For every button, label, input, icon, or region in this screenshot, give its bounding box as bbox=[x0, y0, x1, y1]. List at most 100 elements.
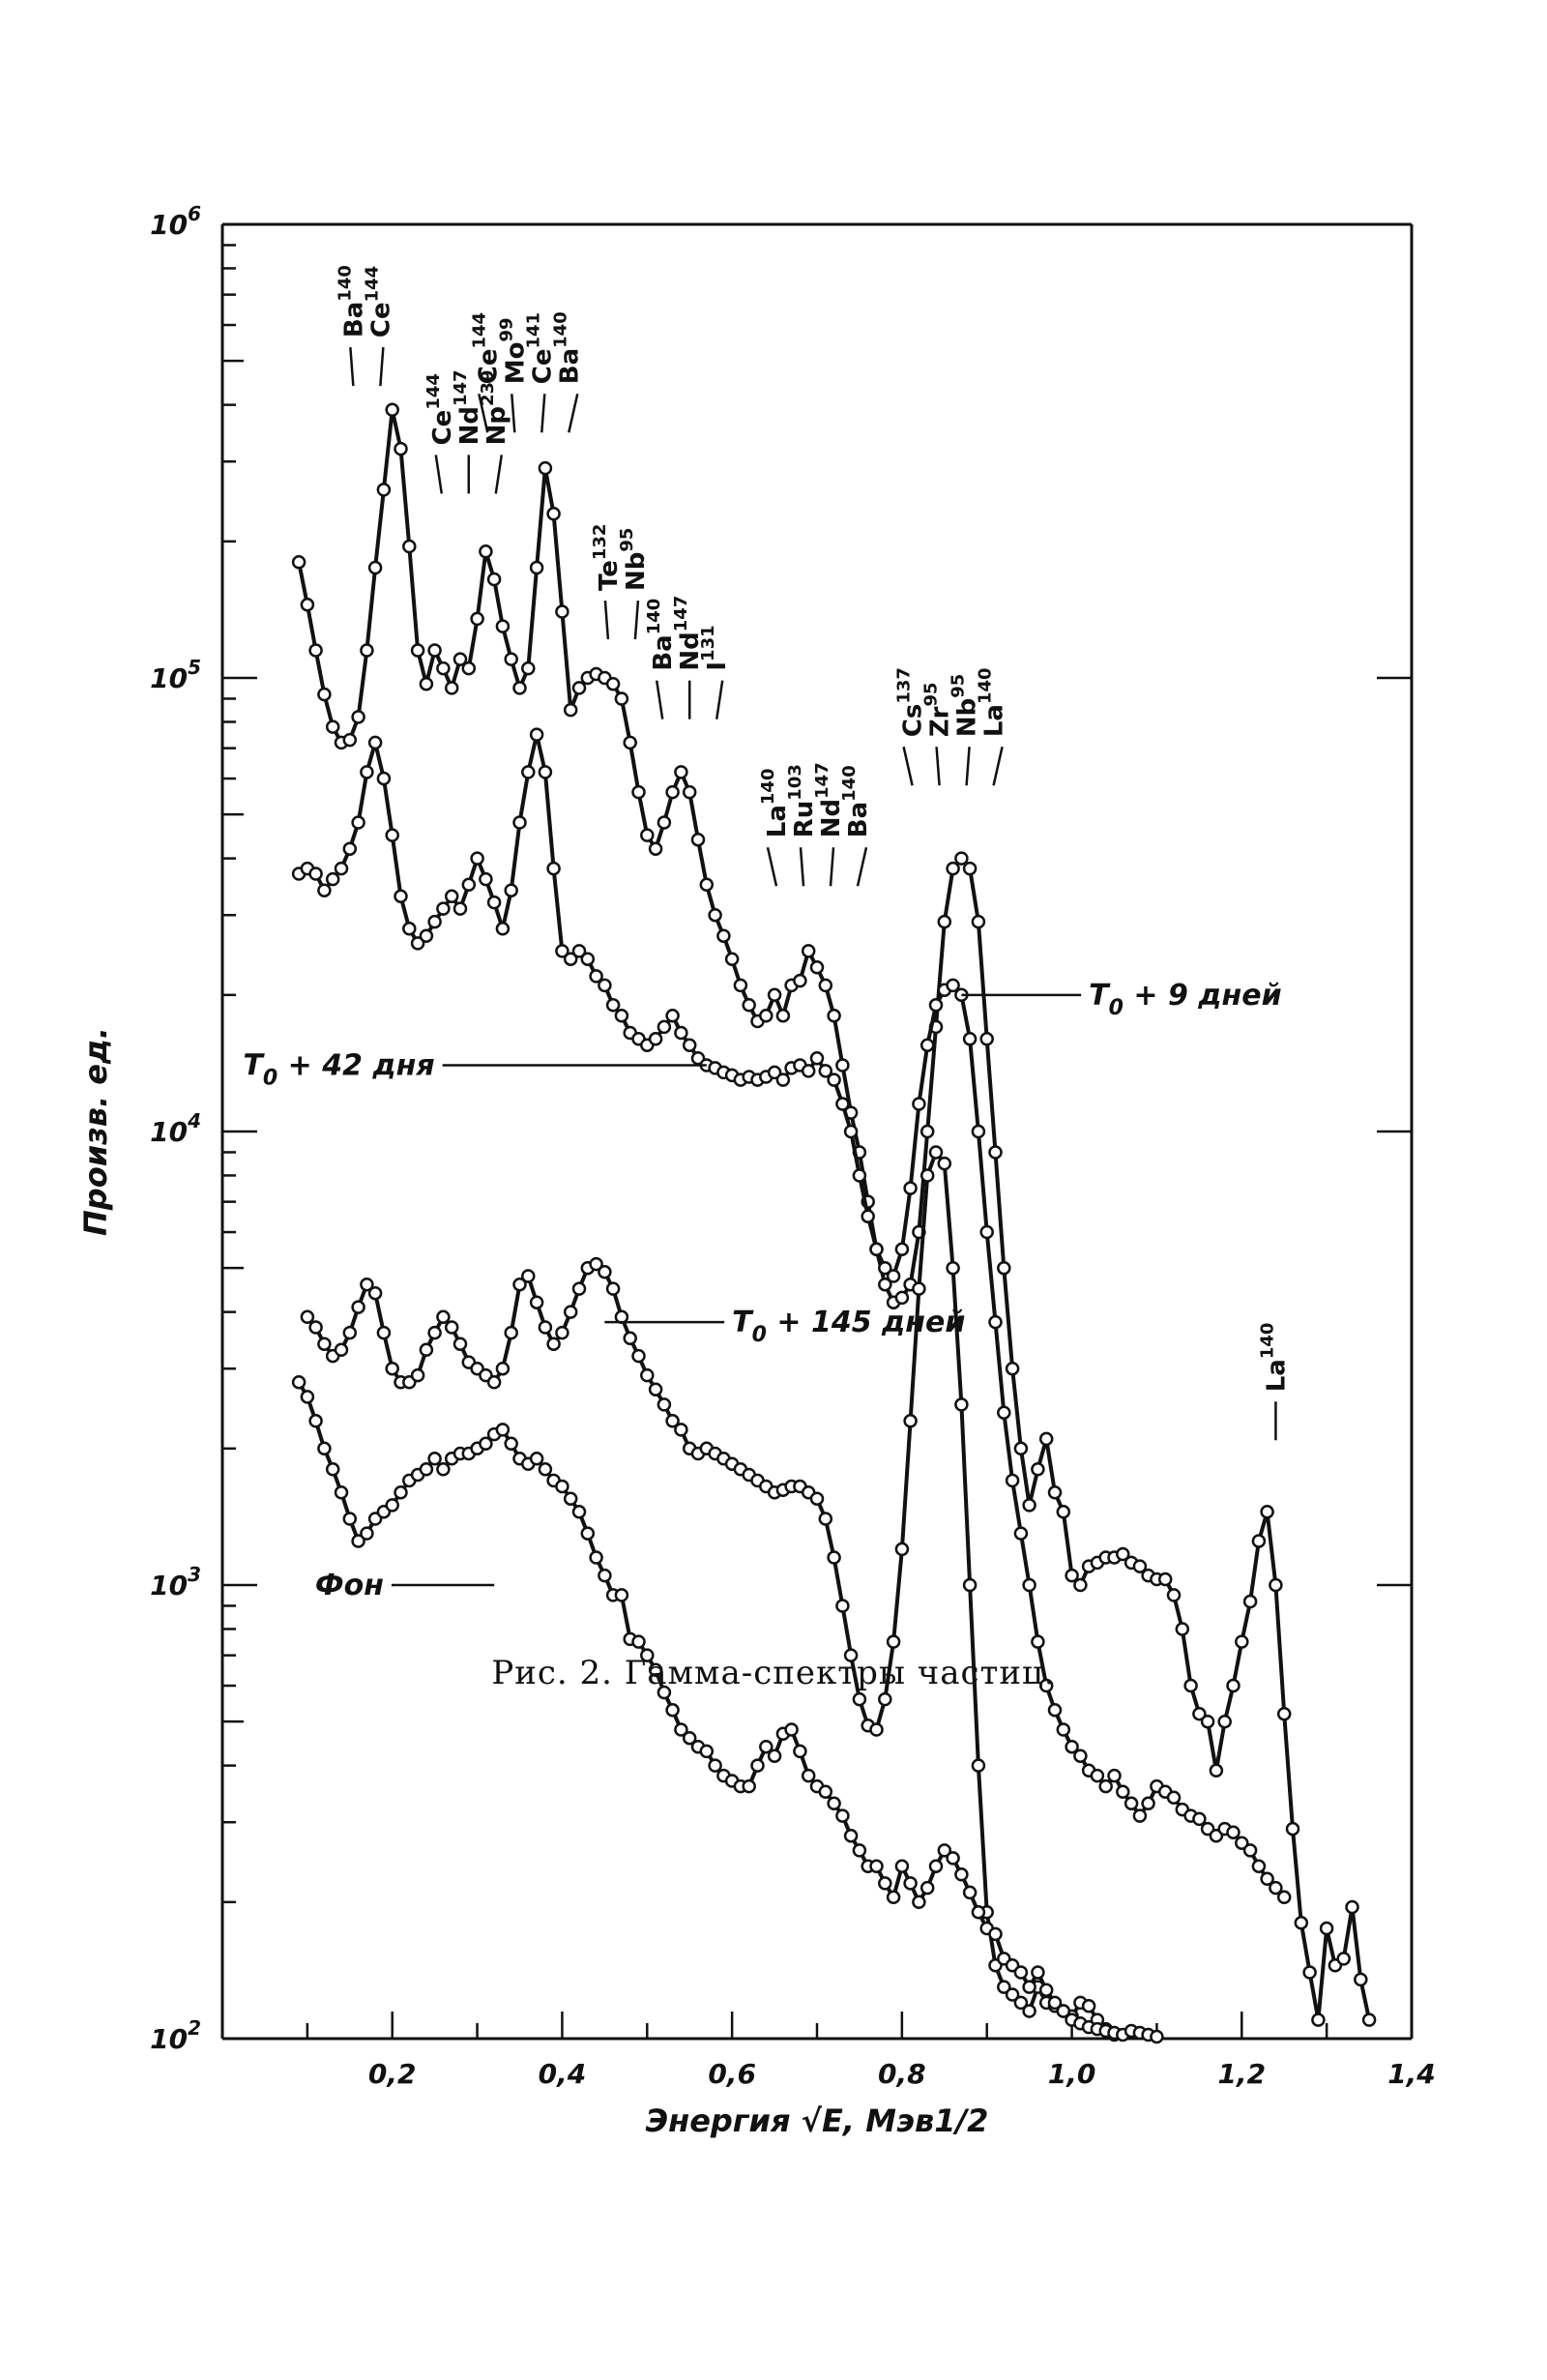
series-2 bbox=[300, 1145, 1122, 2042]
data-point bbox=[750, 1758, 765, 1773]
data-point bbox=[504, 883, 518, 897]
data-point bbox=[657, 1685, 672, 1700]
data-point bbox=[1276, 1706, 1292, 1721]
data-point bbox=[708, 1758, 722, 1773]
data-point bbox=[605, 998, 621, 1013]
data-point bbox=[1022, 1498, 1036, 1513]
data-point bbox=[801, 1064, 816, 1078]
peak-marker-line bbox=[494, 455, 504, 494]
peak-annotation: La140 bbox=[1257, 1323, 1291, 1441]
data-point bbox=[444, 1320, 459, 1335]
data-point bbox=[410, 643, 425, 658]
data-point bbox=[538, 765, 553, 779]
data-point bbox=[334, 1485, 349, 1500]
data-point bbox=[1124, 1796, 1139, 1811]
data-point bbox=[665, 1414, 680, 1428]
data-point bbox=[971, 1124, 986, 1139]
data-point bbox=[699, 1744, 715, 1759]
data-point bbox=[580, 952, 596, 966]
data-point bbox=[1226, 1678, 1241, 1693]
data-point bbox=[529, 1295, 544, 1309]
data-point bbox=[869, 1722, 884, 1737]
data-point bbox=[775, 1009, 791, 1023]
data-point bbox=[419, 676, 434, 691]
data-point bbox=[486, 1375, 502, 1390]
data-point bbox=[512, 1277, 527, 1292]
series-3 bbox=[291, 1375, 1164, 2044]
data-point bbox=[1217, 1714, 1232, 1729]
data-point bbox=[1056, 2004, 1071, 2018]
data-point bbox=[538, 1462, 553, 1477]
data-point bbox=[538, 460, 553, 476]
peak-marker-line bbox=[511, 394, 516, 433]
data-point bbox=[376, 483, 392, 497]
data-point bbox=[724, 952, 740, 966]
data-point bbox=[1251, 1534, 1267, 1548]
data-point bbox=[1038, 1431, 1054, 1447]
data-point bbox=[742, 998, 756, 1013]
data-point bbox=[886, 1269, 901, 1283]
data-point bbox=[436, 901, 451, 916]
data-point bbox=[308, 867, 323, 881]
data-point bbox=[878, 1691, 892, 1707]
data-point bbox=[657, 815, 672, 830]
axes: 102 103 104 105 106 0,2 0,4 0,6 0,8 1,0 1,2 1,4 bbox=[150, 202, 1436, 2090]
data-point bbox=[878, 1876, 892, 1891]
isotope-label: Mo99 bbox=[496, 317, 530, 384]
data-point bbox=[852, 1168, 867, 1183]
peak-marker-line bbox=[379, 346, 385, 387]
data-point bbox=[598, 1568, 612, 1583]
peak-marker-line bbox=[935, 747, 941, 786]
x-tick-label: 0,6 bbox=[708, 2058, 756, 2090]
data-point bbox=[1005, 1473, 1020, 1488]
peak-marker-line bbox=[568, 393, 579, 433]
data-point bbox=[589, 1256, 603, 1272]
data-point bbox=[894, 1242, 910, 1257]
data-point bbox=[1107, 1768, 1122, 1783]
data-point bbox=[308, 1320, 323, 1335]
data-point bbox=[317, 1337, 332, 1351]
isotope-label: Ba140 bbox=[644, 599, 678, 671]
data-point bbox=[878, 1260, 892, 1276]
data-point bbox=[852, 1691, 867, 1707]
series-labels: T0 + 9 дней T0 + 42 дня T0 + 145 дней Фон bbox=[243, 979, 1281, 1602]
data-point bbox=[912, 1281, 926, 1296]
data-point bbox=[716, 928, 731, 943]
data-point bbox=[818, 978, 833, 993]
data-point bbox=[1013, 1441, 1029, 1456]
data-point bbox=[648, 1032, 663, 1046]
data-point bbox=[674, 1423, 688, 1437]
data-point bbox=[342, 1512, 358, 1526]
data-point bbox=[928, 1859, 944, 1873]
data-point bbox=[394, 889, 408, 904]
data-point bbox=[436, 1462, 451, 1477]
data-point bbox=[937, 914, 952, 929]
data-point bbox=[614, 691, 629, 706]
data-point bbox=[1098, 1778, 1113, 1794]
peak-marker-line bbox=[715, 680, 724, 720]
data-point bbox=[376, 771, 392, 786]
data-point bbox=[708, 907, 722, 923]
y-tick-label: 105 bbox=[150, 656, 201, 694]
data-point bbox=[912, 1895, 926, 1910]
series-label: T0 + 9 дней bbox=[1089, 979, 1281, 1020]
data-point bbox=[589, 1550, 603, 1565]
x-tick-label: 1,2 bbox=[1217, 2058, 1266, 2090]
data-point bbox=[580, 1526, 596, 1541]
data-point bbox=[367, 560, 383, 575]
data-point bbox=[954, 1397, 969, 1412]
data-point bbox=[818, 1512, 833, 1526]
isotope-label: Ba140 bbox=[550, 311, 584, 384]
data-point bbox=[598, 978, 612, 993]
data-point bbox=[1150, 2029, 1164, 2044]
data-point bbox=[308, 643, 323, 658]
series-1 bbox=[291, 727, 1292, 1905]
data-point bbox=[1285, 1821, 1300, 1836]
data-point bbox=[767, 1065, 782, 1080]
isotope-label: Nd147 bbox=[451, 369, 484, 445]
data-point bbox=[1022, 2004, 1036, 2018]
data-point bbox=[436, 661, 451, 676]
